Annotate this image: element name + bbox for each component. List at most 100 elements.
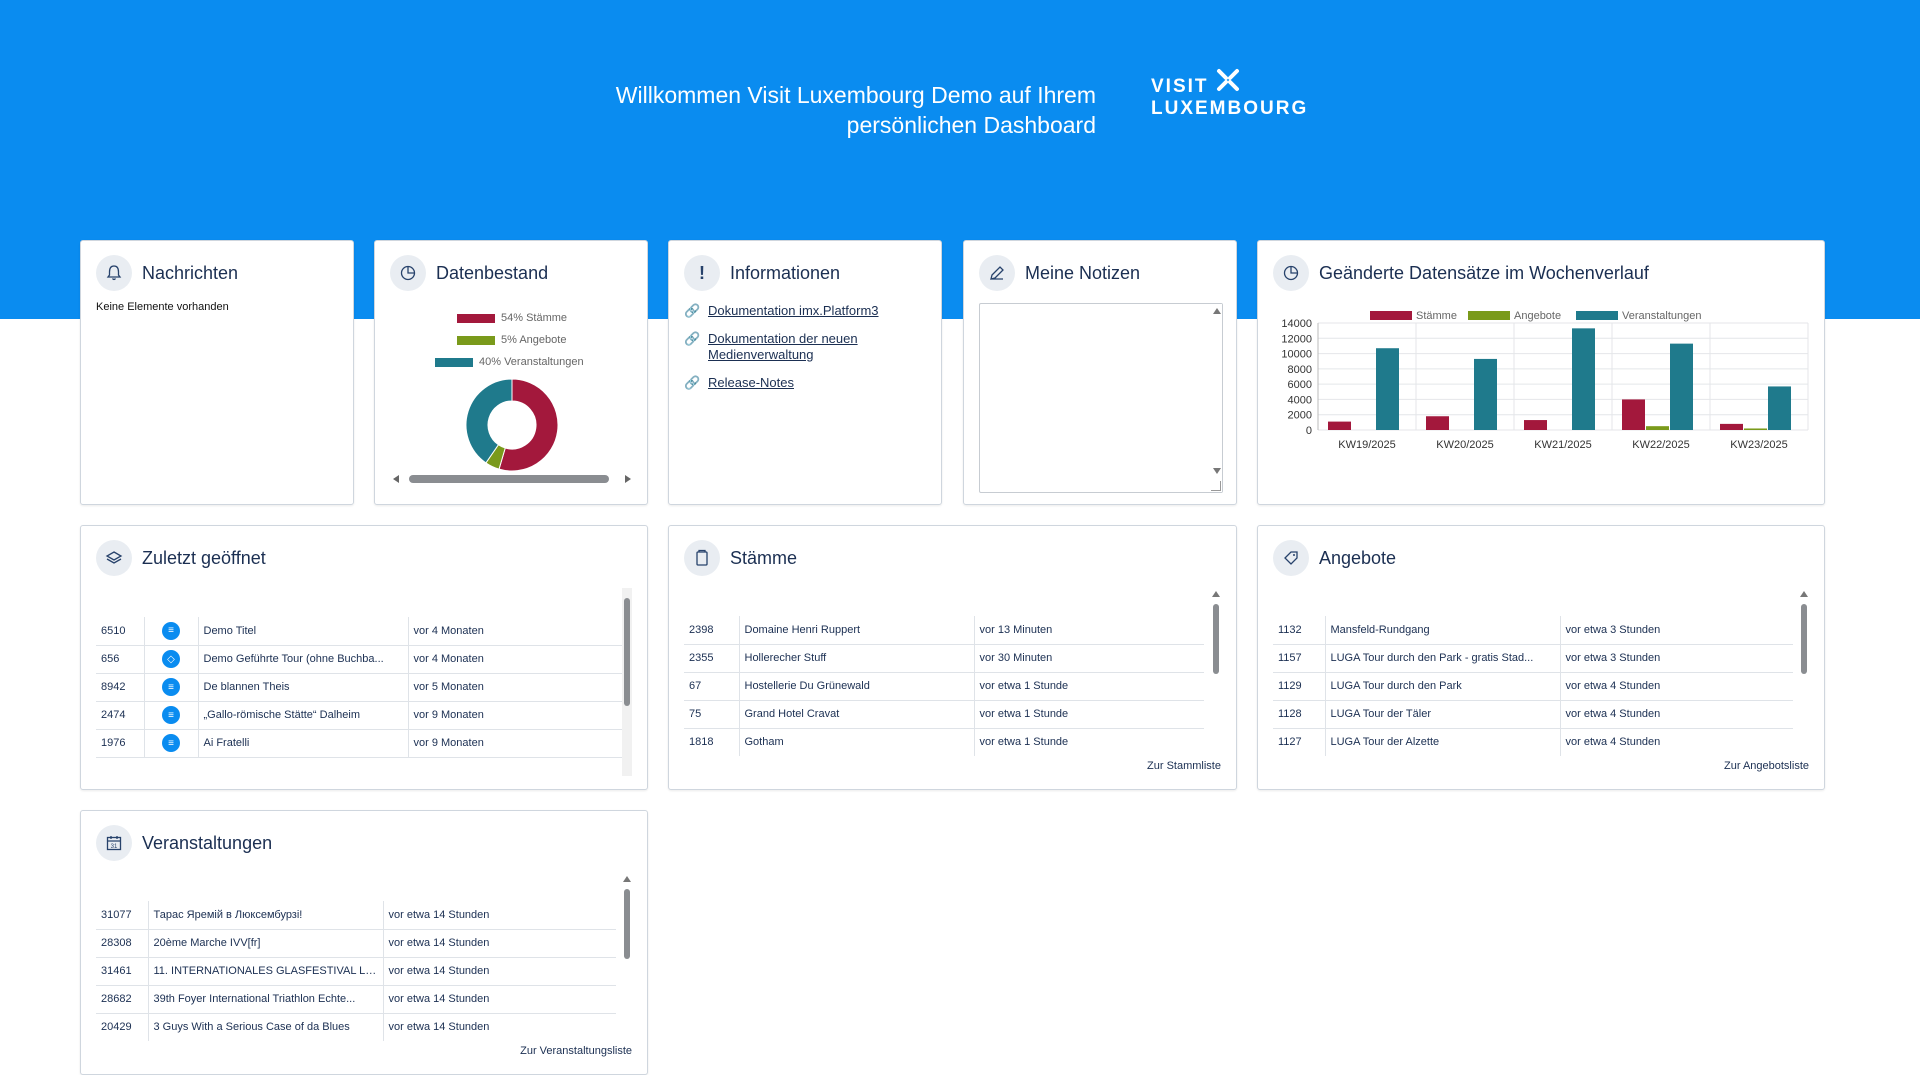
y-tick-label: 12000 xyxy=(1281,333,1312,345)
scroll-thumb[interactable] xyxy=(624,889,630,959)
row-id: 31077 xyxy=(96,901,149,930)
scroll-right-icon[interactable] xyxy=(625,475,631,483)
table-row[interactable]: 656 ◇ Demo Geführte Tour (ohne Buchba... vo… xyxy=(96,645,624,674)
info-link[interactable]: Dokumentation imx.Platform3 xyxy=(708,303,879,318)
row-type-cell: ≡ xyxy=(144,729,199,758)
table-row[interactable]: 2355 Hollerecher Stuff vor 30 Minuten xyxy=(684,644,1204,673)
x-tick-label: KW22/2025 xyxy=(1632,439,1689,451)
legend-swatch xyxy=(457,335,495,345)
scroll-thumb[interactable] xyxy=(1801,604,1807,674)
legend-item[interactable]: 5% Angebote xyxy=(375,329,649,351)
legend-item[interactable]: 54% Stämme xyxy=(375,307,649,329)
info-link[interactable]: Dokumentation der neuen Medienverwaltung xyxy=(708,331,858,362)
pie-slice-stämme xyxy=(498,378,559,472)
staemme-list-link[interactable]: Zur Stammliste xyxy=(1147,760,1221,772)
clipboard-icon: ≡ xyxy=(162,678,180,696)
table-row[interactable]: 1128 LUGA Tour der Täler vor etwa 4 Stunde… xyxy=(1273,700,1793,729)
card-title: Informationen xyxy=(730,262,841,283)
row-id: 656 xyxy=(96,645,145,674)
bar-veranstaltungen-kw23/2025 xyxy=(1768,386,1791,430)
info-link-row[interactable]: 🔗 Dokumentation imx.Platform3 xyxy=(684,303,924,319)
row-id: 1127 xyxy=(1273,728,1326,756)
list-scrollbar[interactable] xyxy=(622,588,632,776)
table-row[interactable]: 1129 LUGA Tour durch den Park vor etwa 4 S… xyxy=(1273,672,1793,701)
table-row[interactable]: 67 Hostellerie Du Grünewald vor etwa 1 Stu… xyxy=(684,672,1204,701)
row-id: 31461 xyxy=(96,957,149,986)
table-row[interactable]: 1157 LUGA Tour durch den Park - gratis St… xyxy=(1273,644,1793,673)
row-name: 11. INTERNATIONALES GLASFESTIVAL LU... xyxy=(148,957,384,986)
row-id: 1129 xyxy=(1273,672,1326,701)
list-scrollbar[interactable] xyxy=(1211,588,1221,738)
table-row[interactable]: 2398 Domaine Henri Ruppert vor 13 Minuten xyxy=(684,616,1204,645)
scroll-thumb[interactable] xyxy=(1213,604,1219,674)
table-row[interactable]: 31461 11. INTERNATIONALES GLASFESTIVAL LU… xyxy=(96,957,616,986)
table-row[interactable]: 8942 ≡ De blannen Theis vor 5 Monaten xyxy=(96,673,624,702)
info-link[interactable]: Release-Notes xyxy=(708,375,794,390)
row-time: vor etwa 14 Stunden xyxy=(383,957,616,986)
pie-chart-icon xyxy=(390,255,426,291)
pie-slice-veranstaltungen xyxy=(465,378,513,464)
card-title: Stämme xyxy=(730,547,798,568)
row-name: Domaine Henri Ruppert xyxy=(739,616,975,645)
row-type-cell: ≡ xyxy=(144,673,199,702)
datenbestand-card: Datenbestand 54% Stämme 5% Angebote 40% Ve… xyxy=(374,240,648,505)
scroll-thumb[interactable] xyxy=(624,598,630,706)
row-name: Ai Fratelli xyxy=(198,729,409,758)
link-icon: 🔗 xyxy=(684,375,701,390)
table-row[interactable]: 28308 20ème Marche IVV[fr] vor etwa 14 Stu… xyxy=(96,929,616,958)
table-row[interactable]: 31077 Тарас Яремій в Люксембурзі! vor etwa… xyxy=(96,901,616,930)
table-row[interactable]: 75 Grand Hotel Cravat vor etwa 1 Stunde xyxy=(684,700,1204,729)
calendar-icon: 31 xyxy=(96,825,132,861)
angebote-list-link[interactable]: Zur Angebotsliste xyxy=(1724,760,1809,772)
notes-scrollbar[interactable] xyxy=(1212,304,1222,492)
scroll-left-icon[interactable] xyxy=(393,475,399,483)
row-name: Mansfeld-Rundgang xyxy=(1325,616,1561,645)
table-row[interactable]: 1818 Gotham vor etwa 1 Stunde xyxy=(684,728,1204,756)
row-time: vor 13 Minuten xyxy=(974,616,1204,645)
bell-icon xyxy=(96,255,132,291)
table-row[interactable]: 1132 Mansfeld-Rundgang vor etwa 3 Stunden xyxy=(1273,616,1793,645)
legend-swatch xyxy=(1576,311,1618,320)
info-link-row[interactable]: 🔗 Release-Notes xyxy=(684,375,924,391)
row-time: vor etwa 3 Stunden xyxy=(1560,616,1793,645)
row-time: vor etwa 4 Stunden xyxy=(1560,672,1793,701)
row-id: 1132 xyxy=(1273,616,1326,645)
row-name: Demo Titel xyxy=(198,617,409,646)
legend-item[interactable]: 40% Veranstaltungen xyxy=(375,351,649,373)
scroll-up-icon[interactable] xyxy=(623,876,631,882)
veranstaltungen-table: 31077 Тарас Яремій в Люксембурзі! vor etwa… xyxy=(96,901,616,1041)
scroll-down-icon[interactable] xyxy=(1213,468,1221,474)
veranstaltungen-list-link[interactable]: Zur Veranstaltungsliste xyxy=(520,1045,632,1057)
list-scrollbar[interactable] xyxy=(1799,588,1809,738)
table-row[interactable]: 1976 ≡ Ai Fratelli vor 9 Monaten xyxy=(96,729,624,758)
chart-scrollbar[interactable] xyxy=(393,473,631,485)
table-row[interactable]: 2474 ≡ „Gallo-römische Stätte“ Dalheim vor … xyxy=(96,701,624,730)
legend-swatch xyxy=(1370,311,1412,320)
notes-textarea[interactable] xyxy=(979,303,1223,493)
welcome-text: Willkommen Visit Luxembourg Demo auf Ihr… xyxy=(496,80,1096,140)
staemme-card: Stämme 2398 Domaine Henri Ruppert vor 13 M… xyxy=(668,525,1237,790)
legend-label: Angebote xyxy=(1514,310,1561,322)
row-type-cell: ≡ xyxy=(144,701,199,730)
scroll-thumb[interactable] xyxy=(409,475,609,483)
table-row[interactable]: 20429 3 Guys With a Serious Case of da Bl… xyxy=(96,1013,616,1041)
table-row[interactable]: 6510 ≡ Demo Titel vor 4 Monaten xyxy=(96,617,624,646)
info-link-row[interactable]: 🔗 Dokumentation der neuen Medienverwaltu… xyxy=(684,331,924,363)
scroll-up-icon[interactable] xyxy=(1212,591,1220,597)
row-time: vor 5 Monaten xyxy=(408,673,624,702)
row-id: 67 xyxy=(684,672,740,701)
scroll-up-icon[interactable] xyxy=(1800,591,1808,597)
row-id: 28308 xyxy=(96,929,149,958)
table-row[interactable]: 1127 LUGA Tour der Alzette vor etwa 4 Stun… xyxy=(1273,728,1793,756)
resize-handle-icon[interactable] xyxy=(1211,481,1221,491)
bar-stämme-kw23/2025 xyxy=(1720,423,1743,430)
scroll-up-icon[interactable] xyxy=(1213,308,1221,314)
clipboard-icon: ≡ xyxy=(162,621,180,640)
tag-icon: ◇ xyxy=(162,650,180,668)
legend-item: Stämme xyxy=(1370,310,1457,322)
bar-veranstaltungen-kw20/2025 xyxy=(1474,358,1497,430)
row-name: 3 Guys With a Serious Case of da Blues xyxy=(148,1013,384,1041)
y-tick-label: 2000 xyxy=(1288,410,1312,422)
table-row[interactable]: 28682 39th Foyer International Triathlon … xyxy=(96,985,616,1014)
list-scrollbar[interactable] xyxy=(622,873,632,1023)
